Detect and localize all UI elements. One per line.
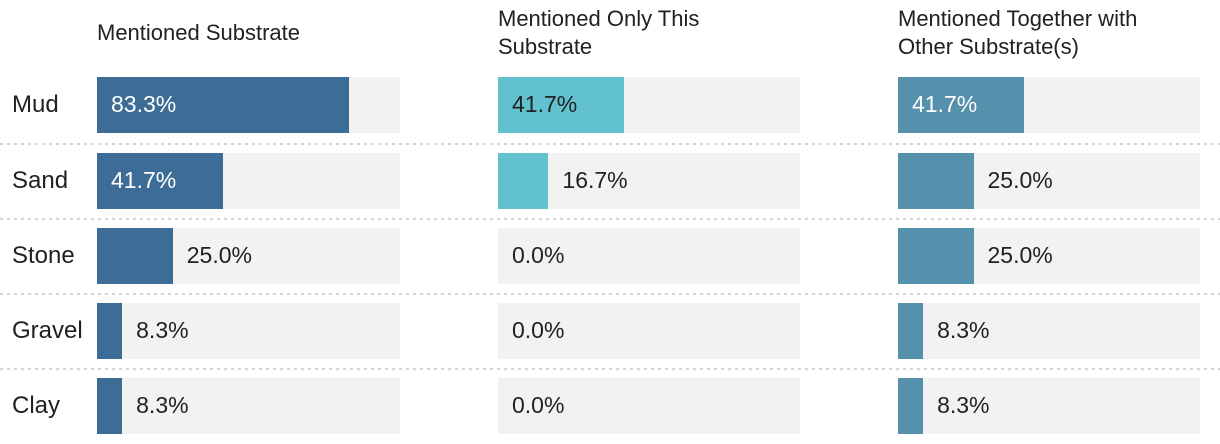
- chart-row-clay: Clay 8.3% 0.0% 8.3%: [0, 368, 1220, 443]
- bar-value-label: 16.7%: [562, 167, 628, 193]
- bar-value-label: 8.3%: [937, 317, 990, 343]
- bar-mud-series-1: [97, 76, 350, 133]
- bar-value-label: 0.0%: [512, 242, 565, 268]
- bar-sand-series-3: [898, 152, 974, 209]
- bar-sand-series-2: [498, 152, 549, 209]
- bar-sand-series-1: [97, 152, 224, 209]
- bar-track: 41.7%: [498, 76, 800, 133]
- row-label: Gravel: [12, 316, 83, 344]
- bar-value-label: 0.0%: [512, 392, 565, 418]
- bar-value-label: 41.7%: [111, 167, 177, 193]
- row-label: Stone: [12, 241, 75, 269]
- bar-clay-series-3: [898, 377, 924, 434]
- row-label: Sand: [12, 166, 69, 194]
- bar-value-label: 41.7%: [512, 91, 578, 117]
- bar-value-label: 8.3%: [136, 317, 189, 343]
- bar-track: 83.3%: [97, 76, 400, 133]
- row-label: Clay: [12, 391, 61, 419]
- bar-stone-series-1: [97, 227, 173, 284]
- bar-track: 16.7%: [498, 152, 800, 209]
- bar-value-label: 25.0%: [186, 242, 252, 268]
- bar-mud-series-2: [498, 76, 624, 133]
- bar-value-label: 0.0%: [512, 317, 565, 343]
- bar-track: 0.0%: [498, 302, 800, 359]
- bar-clay-series-1: [97, 377, 123, 434]
- chart-row-stone: Stone 25.0% 0.0% 25.0%: [0, 218, 1220, 293]
- series-header-mentioned-substrate: Mentioned Substrate: [97, 20, 301, 45]
- chart-rows: Mud 83.3% 41.7% 41.7% Sand 41.7% 16.7% 25.0% Sto…: [0, 66, 1220, 443]
- bar-gravel-series-1: [97, 302, 123, 359]
- bar-track: 41.7%: [898, 76, 1200, 133]
- column-headers: Mentioned Substrate Mentioned Only This …: [0, 0, 1220, 66]
- series-header-mentioned-only-this-substrate: Mentioned Only This Substrate: [498, 6, 700, 59]
- bar-value-label: 41.7%: [912, 91, 978, 117]
- bar-track: 8.3%: [898, 377, 1200, 434]
- bar-track: 25.0%: [898, 227, 1200, 284]
- chart-row-gravel: Gravel 8.3% 0.0% 8.3%: [0, 293, 1220, 368]
- bar-track: 41.7%: [97, 152, 400, 209]
- bar-stone-series-3: [898, 227, 974, 284]
- bar-mud-series-3: [898, 76, 1024, 133]
- bar-track: 8.3%: [97, 302, 400, 359]
- chart-row-mud: Mud 83.3% 41.7% 41.7%: [0, 66, 1220, 143]
- bar-value-label: 8.3%: [937, 392, 990, 418]
- bar-value-label: 8.3%: [136, 392, 189, 418]
- bar-value-label: 25.0%: [987, 242, 1053, 268]
- bar-track: 0.0%: [498, 227, 800, 284]
- chart-row-sand: Sand 41.7% 16.7% 25.0%: [0, 143, 1220, 218]
- bar-track: 25.0%: [898, 152, 1200, 209]
- bar-track: 25.0%: [97, 227, 400, 284]
- bar-value-label: 25.0%: [987, 167, 1053, 193]
- row-label: Mud: [12, 90, 59, 118]
- bar-track: 0.0%: [498, 377, 800, 434]
- bar-track: 8.3%: [898, 302, 1200, 359]
- bar-track: 8.3%: [97, 377, 400, 434]
- series-header-mentioned-together-with-other: Mentioned Together with Other Substrate(…: [898, 6, 1138, 59]
- bar-gravel-series-3: [898, 302, 924, 359]
- bar-value-label: 83.3%: [111, 91, 177, 117]
